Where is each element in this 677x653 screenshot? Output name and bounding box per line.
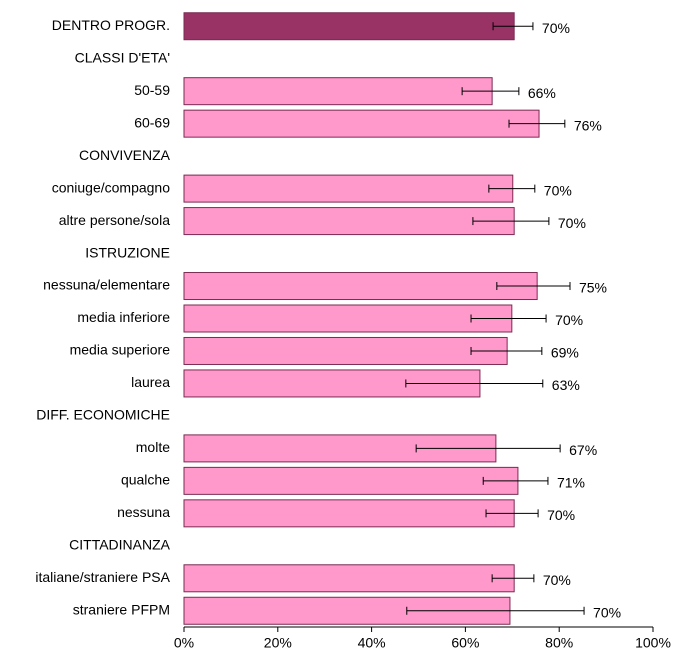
value-label: 70% xyxy=(542,20,570,36)
category-label: media inferiore xyxy=(77,309,170,325)
error-bar xyxy=(472,217,550,226)
value-label: 70% xyxy=(544,182,572,198)
value-label: 66% xyxy=(528,85,556,101)
error-bar xyxy=(461,87,520,96)
value-label: 76% xyxy=(574,117,602,133)
error-bar xyxy=(415,444,561,453)
category-label: italiane/straniere PSA xyxy=(35,569,170,585)
bar xyxy=(183,466,519,495)
category-label: nessuna xyxy=(117,504,170,520)
error-bar xyxy=(488,184,536,193)
value-label: 70% xyxy=(555,312,583,328)
category-label: ISTRUZIONE xyxy=(85,244,170,260)
category-label: molte xyxy=(136,439,170,455)
category-label: 60-69 xyxy=(134,114,170,130)
x-tick-label: 0% xyxy=(174,635,194,651)
value-label: 63% xyxy=(552,377,580,393)
category-label: laurea xyxy=(131,374,170,390)
error-bar xyxy=(470,314,547,323)
category-label: CITTADINANZA xyxy=(69,537,171,553)
category-label: 50-59 xyxy=(134,82,170,98)
bar xyxy=(183,207,515,236)
category-label: nessuna/elementare xyxy=(43,277,170,293)
category-label: DENTRO PROGR. xyxy=(52,17,170,33)
category-label: CLASSI D'ETA' xyxy=(75,49,170,65)
value-label: 70% xyxy=(558,215,586,231)
x-tick-label: 20% xyxy=(264,635,292,651)
x-tick-label: 40% xyxy=(358,635,386,651)
error-bar xyxy=(470,346,543,355)
bar xyxy=(183,304,513,333)
category-label: coniuge/compagno xyxy=(52,179,171,195)
value-label: 70% xyxy=(593,604,621,620)
value-label: 70% xyxy=(543,572,571,588)
category-label: DIFF. ECONOMICHE xyxy=(36,407,170,423)
bar xyxy=(183,272,538,301)
value-label: 69% xyxy=(551,345,579,361)
error-bar xyxy=(405,379,544,388)
category-label: altre persone/sola xyxy=(59,212,171,228)
error-bar xyxy=(406,606,585,615)
x-tick-label: 80% xyxy=(545,635,573,651)
bar xyxy=(183,564,515,593)
category-label: media superiore xyxy=(70,342,171,358)
bar xyxy=(183,499,515,528)
error-bar xyxy=(496,282,571,291)
error-bar xyxy=(491,574,535,583)
value-label: 67% xyxy=(569,442,597,458)
category-label: qualche xyxy=(121,472,170,488)
bar xyxy=(183,336,508,365)
value-label: 71% xyxy=(557,475,585,491)
x-tick-label: 100% xyxy=(635,635,671,651)
error-bar xyxy=(485,509,539,518)
bar xyxy=(183,77,493,106)
bar xyxy=(183,12,515,41)
x-tick-label: 60% xyxy=(451,635,479,651)
bar xyxy=(183,174,514,203)
category-label: CONVIVENZA xyxy=(79,147,171,163)
error-bar xyxy=(508,119,566,128)
value-label: 70% xyxy=(547,507,575,523)
category-label: straniere PFPM xyxy=(73,601,170,617)
error-bar xyxy=(482,476,549,485)
bar xyxy=(183,109,540,138)
value-label: 75% xyxy=(579,280,607,296)
error-bar xyxy=(492,22,534,31)
